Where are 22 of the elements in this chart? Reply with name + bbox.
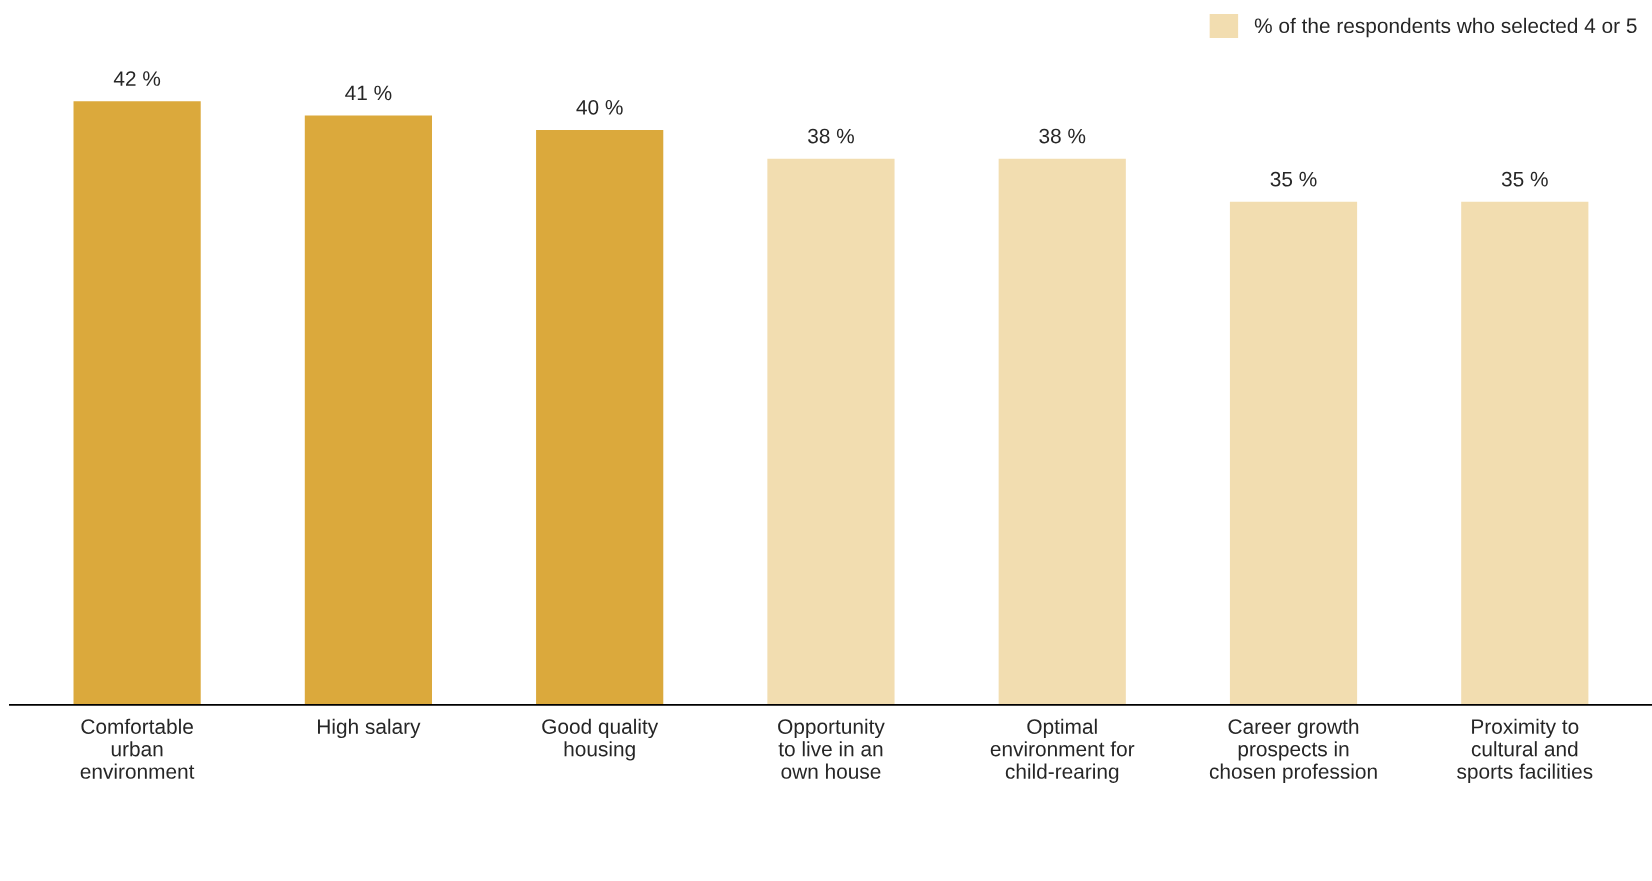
- data-label: 40 %: [576, 99, 623, 115]
- data-label: 42 %: [113, 71, 161, 86]
- bar: [304, 115, 432, 705]
- x-tick-label: Proximity to cultural and sports facilities: [1457, 718, 1593, 783]
- bar: [1461, 201, 1589, 705]
- bar: [73, 101, 201, 705]
- data-label: 38 %: [1039, 128, 1086, 144]
- x-tick-label: High salary: [318, 718, 421, 739]
- bar: [536, 129, 664, 705]
- bar: [1229, 201, 1358, 705]
- x-tick-label: Optimal environment for child-rearing: [990, 718, 1135, 783]
- bar: [767, 158, 895, 705]
- x-tick-label: Opportunity to live in an own house: [778, 718, 885, 779]
- x-tick-label: Good quality housing: [542, 718, 659, 761]
- bar: [998, 158, 1126, 705]
- legend-label: % of the respondents who selected 4 or 5: [1254, 17, 1637, 38]
- data-label: 35 %: [1501, 171, 1548, 187]
- x-tick-label: Career growth prospects in chosen profession: [1209, 718, 1377, 783]
- data-label: 41 %: [345, 85, 392, 101]
- data-label: 38 %: [808, 128, 854, 144]
- x-tick-label: Comfortable urban environment: [80, 718, 195, 779]
- data-label: 35 %: [1270, 171, 1317, 187]
